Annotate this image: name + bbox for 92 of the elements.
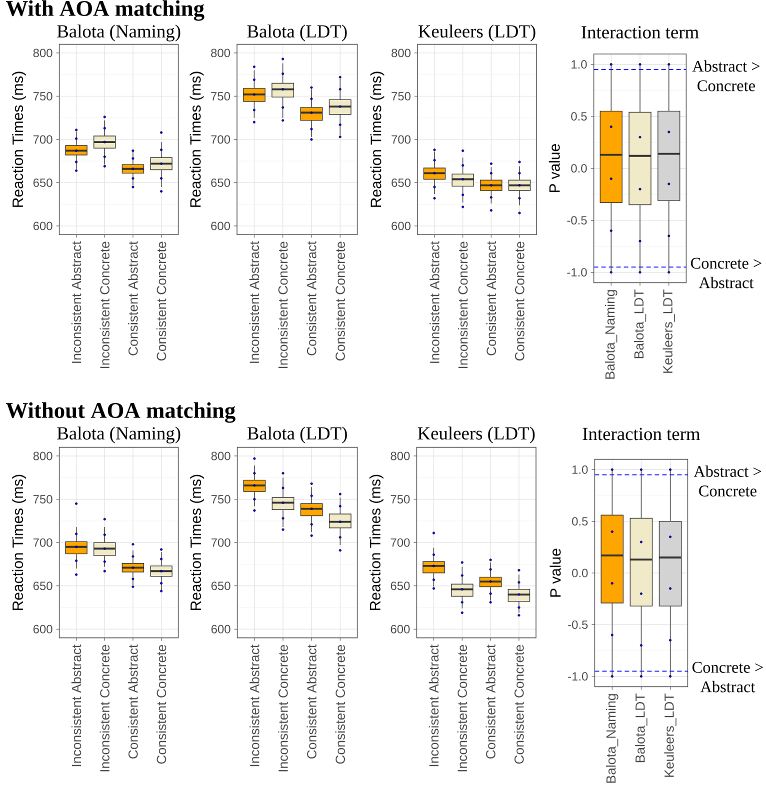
x-tick-label: Consistent Abstract — [306, 241, 316, 356]
x-tick-label: Inconsistent Concrete — [100, 242, 110, 368]
y-axis-title: Reaction Times (ms) — [12, 72, 26, 207]
x-tick-label: Keuleers_LDT — [664, 694, 676, 777]
y-tick-label: 750 — [392, 92, 411, 100]
y-tick-label: 700 — [392, 135, 411, 144]
x-tick-label: Consistent Abstract — [486, 644, 496, 759]
y-tick-label: -1.0 — [568, 672, 588, 681]
y-tick-label: 650 — [392, 178, 411, 187]
y-tick-label: 800 — [211, 48, 230, 58]
chart-title: Interaction term — [582, 428, 700, 440]
x-tick-label: Inconsistent Concrete — [278, 242, 288, 368]
x-tick-label: Inconsistent Concrete — [100, 644, 110, 772]
y-tick-label: 650 — [33, 178, 52, 187]
y-tick-label: 650 — [211, 178, 230, 187]
x-tick-label: Inconsistent Abstract — [428, 644, 439, 766]
x-tick-label: Consistent Concrete — [335, 242, 345, 360]
chart-title: Balota (LDT) — [247, 24, 347, 42]
x-tick-label: Keuleers_LDT — [662, 290, 676, 373]
ref-line-label: Abstract > Concrete — [692, 60, 760, 92]
y-tick-label: 800 — [392, 48, 411, 58]
x-tick-label: Inconsistent Concrete — [457, 644, 468, 772]
x-tick-label: Consistent Abstract — [486, 241, 496, 356]
x-tick-label: Inconsistent Concrete — [278, 644, 288, 772]
y-axis-title: P value — [550, 548, 561, 597]
x-tick-label: Consistent Concrete — [514, 644, 524, 764]
y-tick-label: 800 — [390, 452, 410, 460]
ref-line-label: Concrete > Abstract — [690, 258, 762, 288]
x-tick-label: Consistent Abstract — [306, 644, 316, 759]
x-tick-label: Consistent Concrete — [156, 644, 166, 764]
x-tick-label: Inconsistent Abstract — [71, 644, 82, 766]
y-tick-label: 800 — [33, 452, 52, 460]
y-tick-label: 0.5 — [571, 112, 587, 121]
y-tick-label: 800 — [33, 48, 52, 58]
x-tick-label: Balota_Naming — [604, 290, 618, 379]
y-tick-label: 600 — [392, 222, 411, 230]
y-tick-label: 600 — [33, 222, 52, 230]
chart-title: Balota (Naming) — [57, 24, 180, 42]
x-tick-label: Consistent Concrete — [514, 242, 524, 360]
y-tick-label: -1.0 — [567, 268, 587, 277]
ref-line-label: Abstract > Concrete — [694, 466, 762, 496]
y-tick-label: 700 — [211, 135, 230, 144]
y-axis-title: Reaction Times (ms) — [12, 474, 26, 610]
y-tick-label: 800 — [211, 452, 230, 460]
y-tick-label: 600 — [211, 624, 230, 634]
y-tick-label: 600 — [390, 624, 410, 634]
x-tick-label: Consistent Abstract — [128, 644, 138, 759]
y-tick-label: 750 — [33, 92, 52, 100]
x-tick-label: Balota_LDT — [634, 290, 646, 358]
text: With AOA matching — [6, 0, 204, 21]
y-tick-label: 650 — [33, 582, 52, 590]
x-tick-label: Inconsistent Concrete — [458, 242, 468, 368]
chart-title: Keuleers (LDT) — [418, 426, 535, 444]
y-tick-label: 700 — [390, 538, 410, 547]
y-tick-label: -0.5 — [567, 216, 587, 225]
chart-title: Balota (Naming) — [57, 426, 180, 444]
y-tick-label: 750 — [211, 92, 230, 100]
x-tick-label: Balota_LDT — [635, 694, 648, 762]
x-tick-label: Consistent Concrete — [156, 242, 166, 361]
y-tick-label: 650 — [211, 582, 230, 590]
y-tick-label: 600 — [211, 222, 230, 230]
y-tick-label: 650 — [390, 582, 410, 590]
y-tick-label: 750 — [390, 495, 410, 504]
x-tick-label: Inconsistent Abstract — [249, 241, 260, 363]
ref-line-label: Concrete > Abstract — [692, 662, 763, 692]
y-axis-title: Reaction Times (ms) — [190, 474, 204, 610]
x-tick-label: Consistent Concrete — [335, 644, 346, 764]
y-tick-label: 0.0 — [572, 568, 588, 578]
y-axis-title: P value — [548, 144, 560, 192]
x-tick-label: Consistent Abstract — [128, 241, 138, 356]
y-tick-label: 750 — [33, 495, 52, 504]
y-tick-label: 1.0 — [572, 60, 587, 69]
x-tick-label: Inconsistent Abstract — [430, 241, 440, 363]
y-tick-label: 700 — [33, 135, 52, 144]
chart-title: Balota (LDT) — [247, 426, 347, 444]
y-tick-label: 750 — [211, 495, 230, 504]
text: Without AOA matching — [6, 402, 236, 423]
y-tick-label: 600 — [33, 624, 52, 634]
chart-title: Keuleers (LDT) — [418, 24, 536, 42]
y-tick-label: -0.5 — [568, 620, 588, 629]
x-tick-label: Inconsistent Abstract — [250, 644, 260, 766]
y-tick-label: 0.0 — [571, 164, 587, 173]
chart-title: Interaction term — [582, 26, 699, 38]
x-tick-label: Balota_Naming — [606, 694, 618, 783]
y-axis-title: Reaction Times (ms) — [369, 474, 384, 610]
y-tick-label: 700 — [33, 538, 52, 547]
y-tick-label: 1.0 — [572, 465, 588, 474]
y-axis-title: Reaction Times (ms) — [190, 72, 204, 207]
y-tick-label: 0.5 — [572, 517, 588, 526]
x-tick-label: Inconsistent Abstract — [71, 241, 82, 363]
y-tick-label: 700 — [211, 538, 230, 547]
y-axis-title: Reaction Times (ms) — [370, 72, 384, 207]
